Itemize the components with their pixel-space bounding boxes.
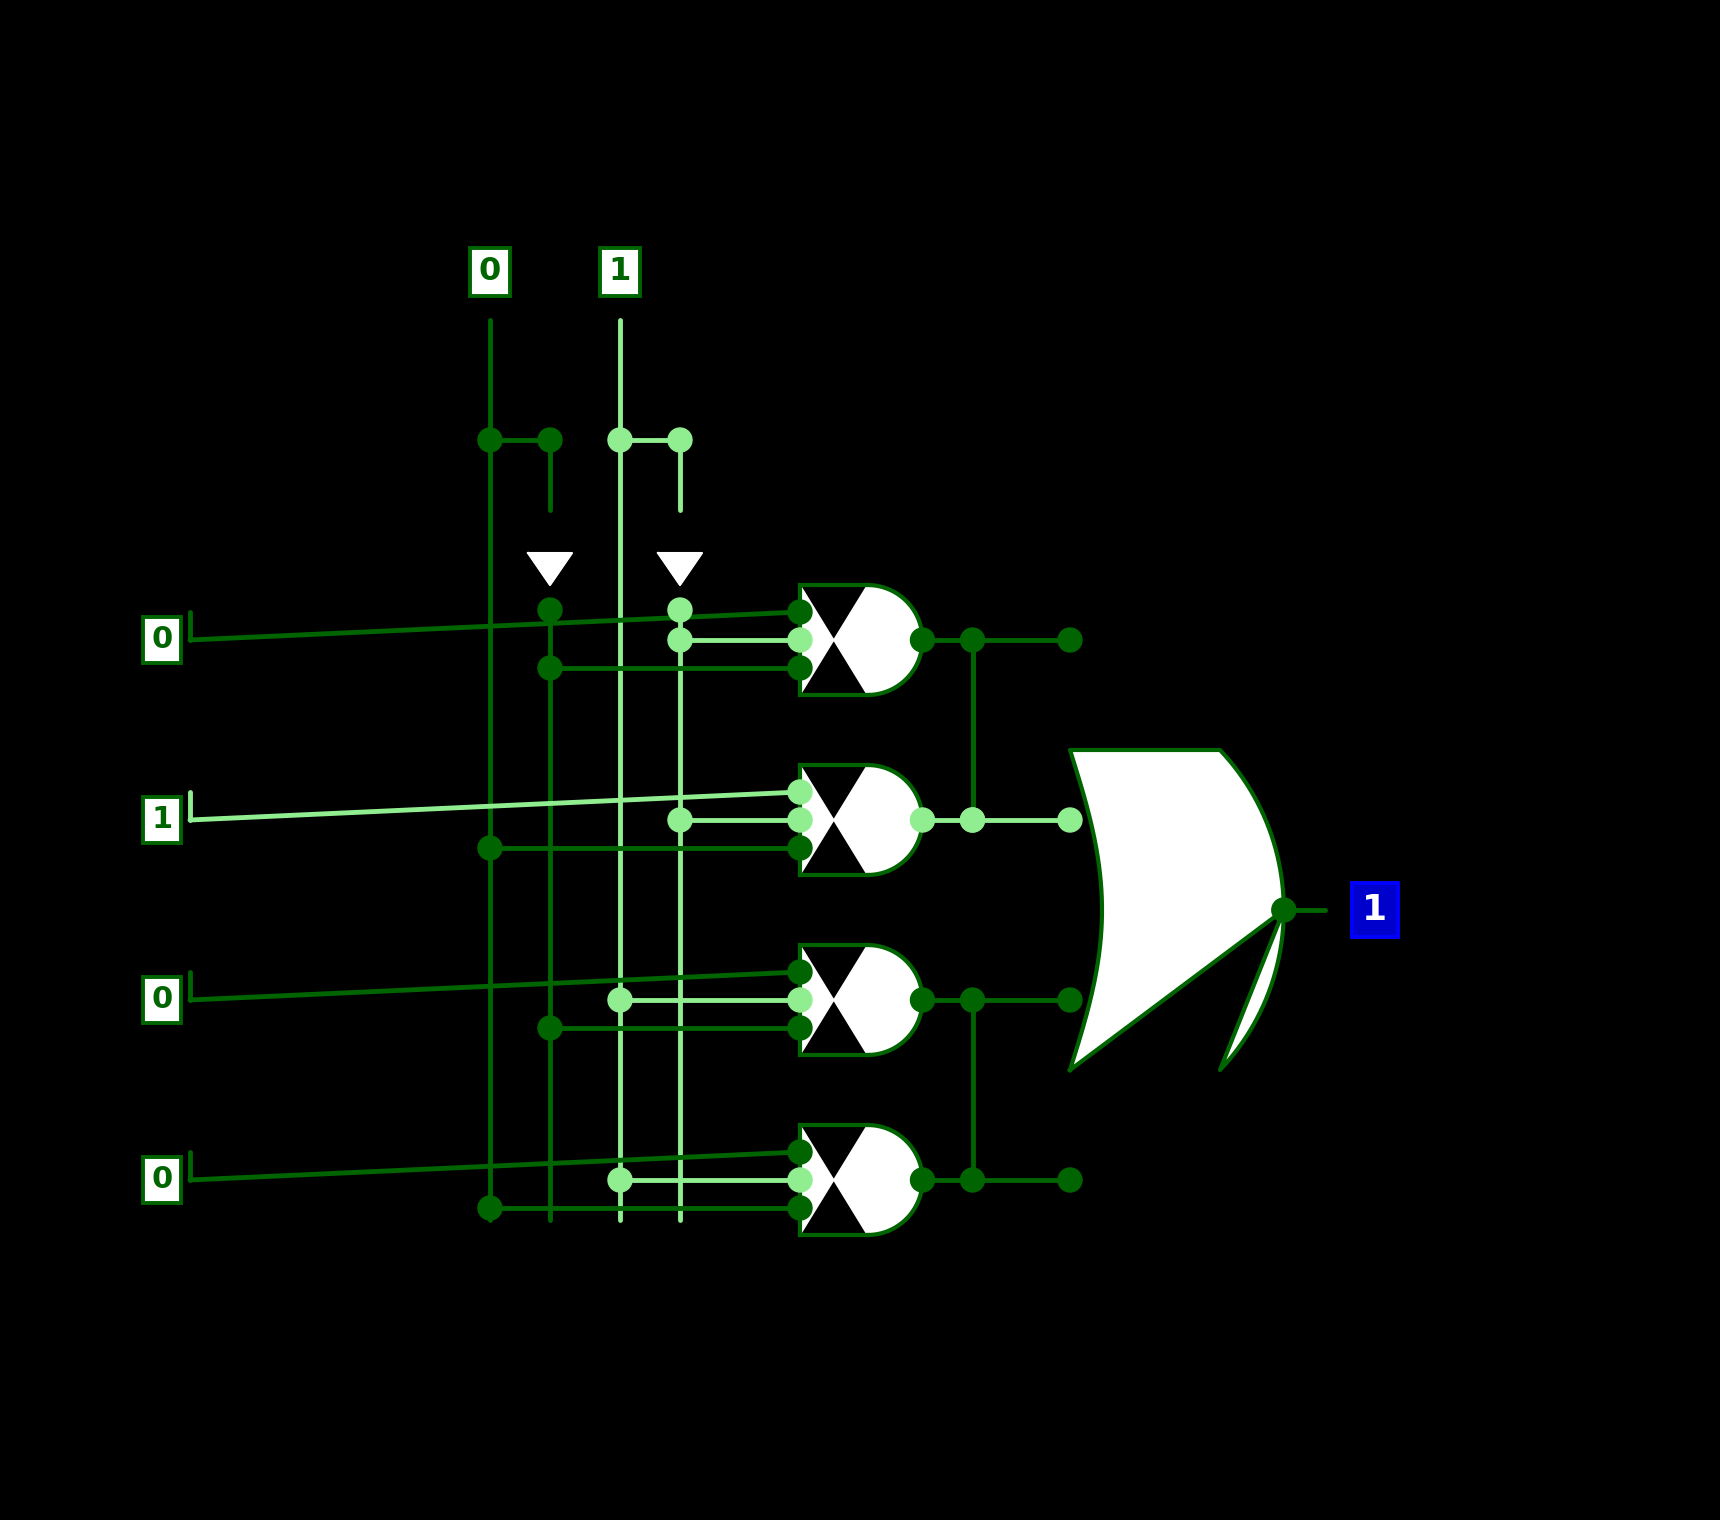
Circle shape <box>538 1015 562 1040</box>
Circle shape <box>788 780 812 804</box>
Circle shape <box>538 597 562 622</box>
Circle shape <box>960 988 984 1012</box>
Circle shape <box>788 1015 812 1040</box>
Polygon shape <box>528 553 573 585</box>
Circle shape <box>960 628 984 652</box>
Circle shape <box>667 429 691 451</box>
Circle shape <box>960 1167 984 1192</box>
Circle shape <box>788 961 812 983</box>
Circle shape <box>788 836 812 860</box>
Circle shape <box>910 628 934 652</box>
Circle shape <box>788 988 812 1012</box>
Circle shape <box>1058 1167 1082 1192</box>
Circle shape <box>910 988 934 1012</box>
Circle shape <box>788 1167 812 1192</box>
Circle shape <box>960 809 984 831</box>
Circle shape <box>788 809 812 831</box>
Circle shape <box>478 1196 502 1221</box>
Circle shape <box>607 429 631 451</box>
Text: 0: 0 <box>151 1166 172 1195</box>
Circle shape <box>788 657 812 679</box>
Text: 0: 0 <box>478 257 501 287</box>
Polygon shape <box>1070 749 1283 1070</box>
Circle shape <box>478 836 502 860</box>
Text: 1: 1 <box>151 806 172 834</box>
Text: 1: 1 <box>609 257 631 287</box>
Polygon shape <box>800 945 922 1055</box>
Circle shape <box>960 809 984 831</box>
Circle shape <box>1058 809 1082 831</box>
Circle shape <box>478 429 502 451</box>
Circle shape <box>667 809 691 831</box>
Polygon shape <box>800 585 922 695</box>
Circle shape <box>607 1167 631 1192</box>
Text: 1: 1 <box>1362 894 1388 927</box>
Circle shape <box>1058 988 1082 1012</box>
Circle shape <box>910 809 934 831</box>
Polygon shape <box>800 765 922 876</box>
Circle shape <box>788 1140 812 1164</box>
Text: 0: 0 <box>151 985 172 1014</box>
Circle shape <box>667 597 691 622</box>
Circle shape <box>788 600 812 625</box>
Circle shape <box>538 657 562 679</box>
Circle shape <box>788 628 812 652</box>
Circle shape <box>1271 898 1295 923</box>
Polygon shape <box>659 553 702 585</box>
Polygon shape <box>800 1125 922 1234</box>
Text: 0: 0 <box>151 626 172 655</box>
Circle shape <box>788 1196 812 1221</box>
Circle shape <box>667 628 691 652</box>
Circle shape <box>910 1167 934 1192</box>
Circle shape <box>538 429 562 451</box>
Circle shape <box>1058 628 1082 652</box>
Circle shape <box>607 988 631 1012</box>
